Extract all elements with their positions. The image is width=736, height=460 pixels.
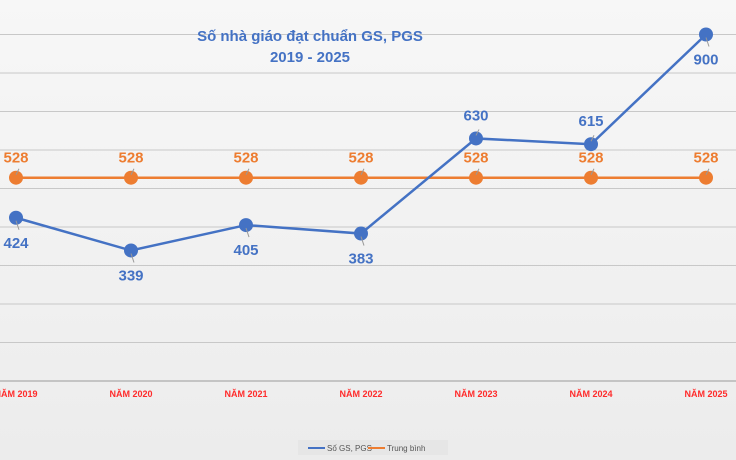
data-label: 339 <box>118 267 143 284</box>
data-label: 383 <box>348 251 373 268</box>
data-point <box>469 131 483 146</box>
leader-line <box>475 168 480 175</box>
data-point <box>584 137 598 152</box>
leader-line <box>15 168 20 175</box>
leader-line <box>360 168 365 175</box>
data-point <box>699 170 713 185</box>
leader-line <box>245 168 250 175</box>
leader-line <box>475 129 480 136</box>
chart-title: Số nhà giáo đạt chuẩn GS, PGS <box>197 28 423 45</box>
data-point <box>124 243 138 258</box>
data-label: 900 <box>693 52 718 69</box>
data-label: 405 <box>233 242 258 259</box>
x-tick-label: NĂM 2020 <box>109 389 152 399</box>
leader-line <box>590 135 595 142</box>
x-tick-label: NĂM 2021 <box>224 389 267 399</box>
chart-subtitle: 2019 - 2025 <box>270 49 350 66</box>
leader-line <box>130 168 135 175</box>
leader-line <box>705 37 710 47</box>
x-tick-label: NĂM 2024 <box>569 389 612 399</box>
leader-line <box>245 227 250 238</box>
data-point <box>239 170 253 185</box>
x-tick-label: NĂM 2023 <box>454 389 497 399</box>
data-point <box>699 27 713 42</box>
x-tick-label: NĂM 2022 <box>339 389 382 399</box>
x-tick-label: NĂM 2025 <box>684 389 727 399</box>
data-label: 528 <box>578 150 603 167</box>
leader-line <box>590 168 595 175</box>
data-point <box>9 170 23 185</box>
leader-line <box>130 253 135 263</box>
data-point <box>124 170 138 185</box>
legend-label-series: Số GS, PGS <box>327 444 372 453</box>
data-point <box>584 170 598 185</box>
data-point <box>354 170 368 185</box>
data-point <box>354 226 368 241</box>
data-point <box>9 210 23 225</box>
data-label: 630 <box>463 107 488 124</box>
x-tick-label: NĂM 2019 <box>0 389 38 399</box>
data-label: 528 <box>693 150 718 167</box>
data-label: 528 <box>233 150 258 167</box>
data-label: 528 <box>348 150 373 167</box>
leader-line <box>15 220 20 230</box>
data-label: 528 <box>118 150 143 167</box>
data-label: 528 <box>463 150 488 167</box>
legend-label-average: Trung bình <box>387 444 425 453</box>
series-line <box>15 33 707 252</box>
data-point <box>239 218 253 233</box>
leader-line <box>705 168 710 175</box>
data-label: 424 <box>3 235 29 252</box>
data-label: 615 <box>578 113 603 130</box>
legend: Số GS, PGS Trung bình <box>298 440 448 455</box>
leader-line <box>360 236 365 246</box>
data-label: 528 <box>3 150 28 167</box>
data-point <box>469 170 483 185</box>
